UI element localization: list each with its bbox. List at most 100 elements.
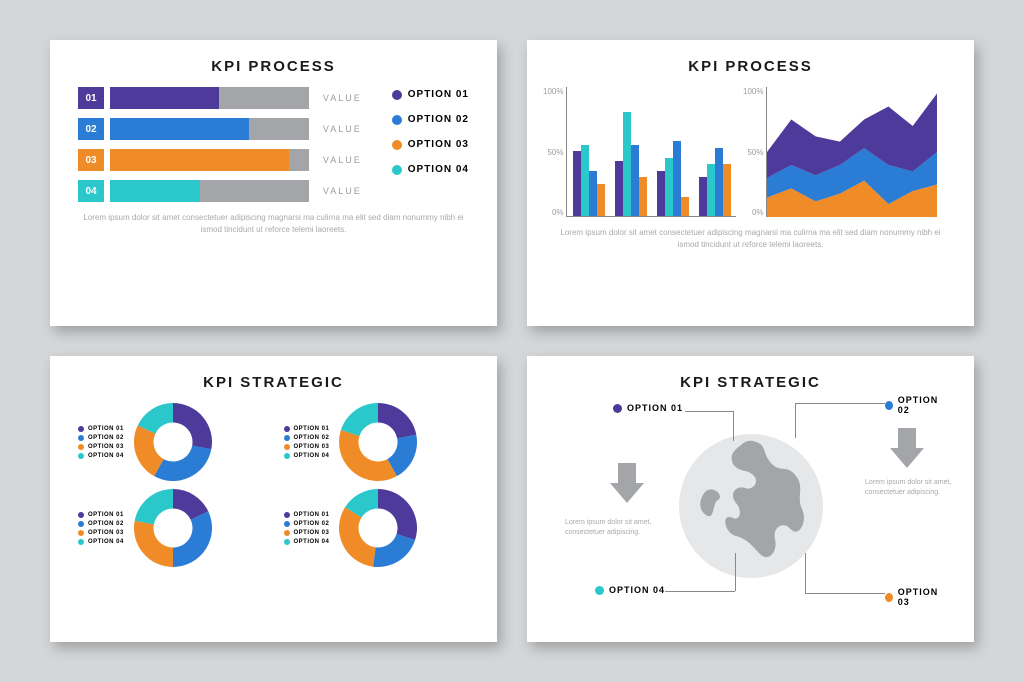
bar (715, 148, 723, 216)
area-svg (767, 87, 937, 217)
legend-item: OPTION 02 (78, 435, 124, 441)
y-axis: 100%50%0% (738, 87, 764, 217)
donut-slice (135, 489, 173, 524)
bar (681, 197, 689, 217)
legend-label: OPTION 01 (88, 512, 124, 518)
donut-cell: OPTION 01OPTION 02OPTION 03OPTION 04 (78, 403, 264, 481)
globe-option: OPTION 02 (885, 395, 946, 415)
card-kpi-process-bars: KPI PROCESS 01 VALUE 02 VALUE 03 VALUE 0… (50, 40, 497, 326)
bar (623, 112, 631, 216)
donut-chart (339, 403, 417, 481)
legend-dot (78, 539, 84, 545)
y-tick: 100% (538, 87, 564, 96)
legend-item: OPTION 04 (392, 164, 469, 175)
y-tick: 0% (738, 208, 764, 217)
plot-area (766, 87, 936, 217)
legend-dot (78, 530, 84, 536)
legend-label: OPTION 01 (294, 512, 330, 518)
globe-option: OPTION 04 (595, 585, 665, 595)
donut-grid: OPTION 01OPTION 02OPTION 03OPTION 04OPTI… (78, 403, 469, 567)
donut-slice (341, 403, 378, 436)
legend-item: OPTION 04 (284, 539, 330, 545)
donut-slice (173, 511, 212, 567)
connector-line (805, 593, 885, 594)
legend-item: OPTION 01 (392, 89, 469, 100)
option-dot (885, 593, 893, 602)
legend-dot (392, 90, 402, 100)
legend-item: OPTION 04 (78, 539, 124, 545)
donut-legend: OPTION 01OPTION 02OPTION 03OPTION 04 (78, 426, 124, 459)
donut-slice (378, 489, 417, 540)
legend-label: OPTION 04 (294, 453, 330, 459)
card-kpi-process-charts: KPI PROCESS 100%50%0% 100%50%0% Lorem ip… (527, 40, 974, 326)
globe-icon (676, 431, 826, 581)
donut-legend: OPTION 01OPTION 02OPTION 03OPTION 04 (284, 426, 330, 459)
legend-item: OPTION 01 (78, 512, 124, 518)
legend-item: OPTION 04 (78, 453, 124, 459)
card-title: KPI STRATEGIC (555, 374, 946, 391)
footer-lorem: Lorem ipsum dolor sit amet consectetuer … (78, 212, 469, 236)
connector-line (805, 553, 806, 593)
legend-item: OPTION 02 (78, 521, 124, 527)
bar (673, 141, 681, 216)
bar-list: 01 VALUE 02 VALUE 03 VALUE 04 VALUE (78, 87, 362, 202)
lorem-text: Lorem ipsum dolor sit amet, consectetuer… (565, 518, 675, 538)
card-title: KPI PROCESS (555, 58, 946, 75)
connector-line (665, 591, 735, 592)
legend-label: OPTION 04 (294, 539, 330, 545)
bar-track (110, 149, 309, 171)
footer-lorem: Lorem ipsum dolor sit amet consectetuer … (555, 227, 946, 251)
bar-row: 04 VALUE (78, 180, 362, 202)
connector-line (733, 411, 734, 441)
card1-body: 01 VALUE 02 VALUE 03 VALUE 04 VALUE OPTI… (78, 87, 469, 202)
arrow-down-icon (890, 428, 924, 468)
y-tick: 100% (738, 87, 764, 96)
bar-fill (110, 149, 289, 171)
legend-label: OPTION 04 (88, 453, 124, 459)
bar-row: 01 VALUE (78, 87, 362, 109)
bar-fill (110, 118, 249, 140)
legend-label: OPTION 03 (294, 530, 330, 536)
legend-item: OPTION 02 (284, 435, 330, 441)
legend-label: OPTION 03 (88, 530, 124, 536)
legend-label: OPTION 02 (408, 114, 469, 125)
bar (581, 145, 589, 217)
globe-option: OPTION 03 (885, 587, 946, 607)
legend-label: OPTION 01 (408, 89, 469, 100)
legend-dot (78, 512, 84, 518)
bar-value-label: VALUE (323, 93, 362, 103)
bar (707, 164, 715, 216)
legend-label: OPTION 02 (294, 435, 330, 441)
legend-label: OPTION 04 (88, 539, 124, 545)
y-tick: 50% (538, 148, 564, 157)
donut-chart (134, 489, 212, 567)
legend-dot (284, 539, 290, 545)
y-tick: 0% (538, 208, 564, 217)
card2-body: 100%50%0% 100%50%0% (555, 87, 946, 217)
legend-label: OPTION 03 (408, 139, 469, 150)
legend-item: OPTION 03 (78, 530, 124, 536)
bar (573, 151, 581, 216)
bar (657, 171, 665, 217)
legend-dot (284, 530, 290, 536)
legend-item: OPTION 04 (284, 453, 330, 459)
option-dot (613, 404, 622, 413)
bar (639, 177, 647, 216)
bar (723, 164, 731, 216)
bar-number: 01 (78, 87, 104, 109)
connector-line (735, 553, 736, 591)
legend-dot (284, 426, 290, 432)
legend-item: OPTION 02 (284, 521, 330, 527)
donut-slice (378, 403, 416, 438)
option-label: OPTION 03 (898, 587, 946, 607)
legend-dot (78, 521, 84, 527)
legend-dot (284, 521, 290, 527)
card-kpi-strategic-globe: KPI STRATEGIC OPTION 01 OPTION 02 OPTION… (527, 356, 974, 642)
grouped-bar-chart: 100%50%0% (566, 87, 736, 217)
bar (597, 184, 605, 217)
legend-item: OPTION 03 (284, 530, 330, 536)
legend-label: OPTION 02 (88, 521, 124, 527)
legend-label: OPTION 01 (88, 426, 124, 432)
bar-fill (110, 180, 200, 202)
legend-dot (78, 426, 84, 432)
